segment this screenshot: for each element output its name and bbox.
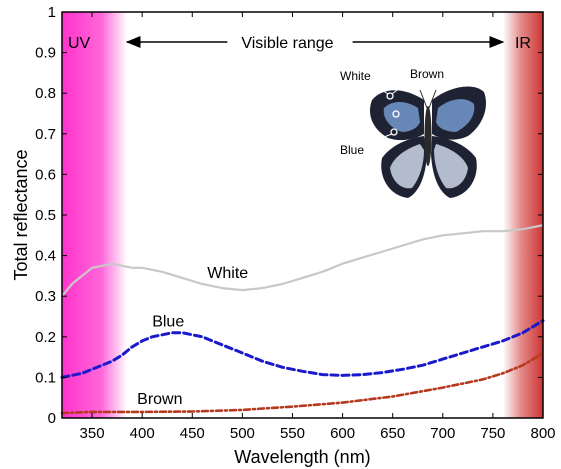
spot-blue	[390, 128, 398, 136]
right-hindwing-light	[434, 144, 468, 189]
series-line-white	[60, 224, 545, 298]
y-tick-label: 0.7	[35, 126, 56, 143]
series-label-blue: Blue	[152, 314, 184, 331]
y-tick-label: 0	[48, 410, 56, 427]
plot-frame	[61, 11, 544, 419]
spot-white	[386, 92, 394, 100]
visible-range-label: Visible range	[241, 35, 333, 52]
y-tick-label: 1	[48, 4, 56, 21]
x-tick-label: 700	[430, 425, 455, 442]
series-label-brown: Brown	[137, 391, 182, 408]
left-forewing-blue	[383, 102, 420, 132]
x-tick-label: 350	[80, 425, 105, 442]
x-tick-label: 600	[330, 425, 355, 442]
y-tick-label: 0.1	[35, 369, 56, 386]
y-tick-label: 0.4	[35, 248, 56, 265]
ir-band	[502, 12, 543, 418]
pointer-blue	[369, 133, 393, 143]
x-tick-label: 800	[530, 425, 555, 442]
y-tick-label: 0.6	[35, 166, 56, 183]
right-forewing-blue	[436, 99, 475, 132]
ir-label: IR	[515, 35, 531, 52]
pointer-brown	[391, 79, 411, 95]
y-axis-title: Total reflectance	[11, 149, 31, 280]
x-tick-label: 750	[480, 425, 505, 442]
butterfly-body	[424, 106, 432, 166]
y-tick-label: 0.9	[35, 45, 56, 62]
antenna-left	[419, 89, 428, 109]
series-label-white: White	[207, 265, 248, 282]
x-tick-label: 550	[280, 425, 305, 442]
left-hindwing-light	[390, 144, 424, 189]
y-tick-label: 0.8	[35, 85, 56, 102]
y-tick-label: 0.3	[35, 288, 56, 305]
pointer-white	[369, 81, 389, 95]
ticks-layer: 350 400 450 500 550 600 650 700 750 800 0 0.1 0.2 0.3…	[35, 4, 555, 442]
x-tick-label: 450	[180, 425, 205, 442]
uv-band	[62, 12, 128, 418]
series-layer	[60, 224, 545, 415]
x-tick-label: 500	[230, 425, 255, 442]
x-tick-label: 400	[130, 425, 155, 442]
y-tick-label: 0.5	[35, 207, 56, 224]
series-line-brown	[60, 351, 545, 415]
spot-brown	[392, 110, 400, 118]
inset-label-blue: Blue	[340, 143, 364, 157]
uv-label: UV	[68, 35, 91, 52]
y-tick-label: 0.2	[35, 329, 56, 346]
butterfly-inset: White Brown Blue	[340, 67, 487, 198]
inset-label-white: White	[340, 69, 371, 83]
inset-label-brown: Brown	[410, 67, 444, 81]
x-tick-label: 650	[380, 425, 405, 442]
x-axis-title: Wavelength (nm)	[234, 447, 370, 467]
antenna-right	[428, 89, 437, 109]
series-line-blue	[60, 319, 545, 379]
